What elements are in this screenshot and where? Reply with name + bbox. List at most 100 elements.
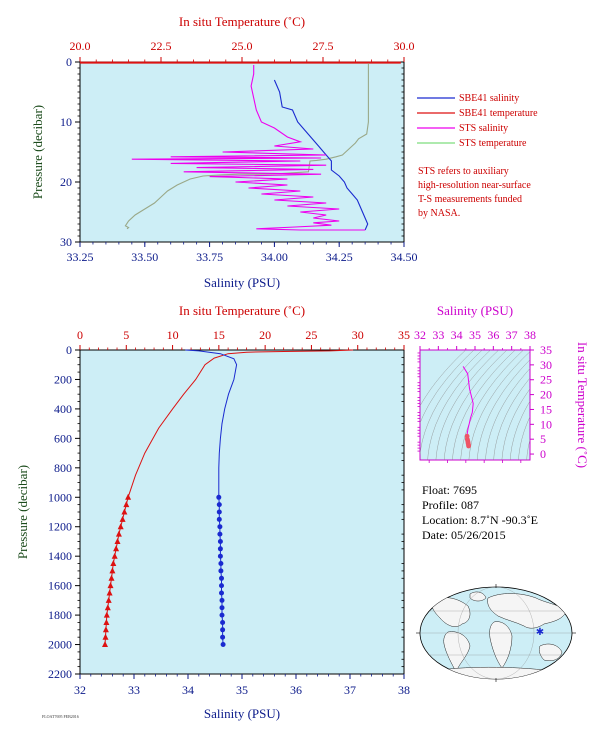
density-isoline (526, 438, 530, 460)
full-depth-pressure-tick-label: 1800 (48, 608, 72, 622)
near-surface-temp-axis-title: In situ Temperature (˚C) (179, 14, 305, 29)
temperature-point (104, 604, 111, 611)
full-depth-pressure-tick-label: 800 (54, 461, 72, 475)
salinity-point (216, 509, 222, 515)
map-land (431, 591, 567, 679)
legend-label-sts-temperature: STS temperature (459, 138, 527, 149)
full-depth-temp-tick-label: 10 (167, 328, 179, 342)
legend: SBE41 salinity SBE41 temperature STS sal… (417, 93, 538, 149)
temperature-point (125, 493, 132, 500)
density-isoline (485, 368, 530, 460)
sts-note-line-3: T-S measurements funded (418, 194, 522, 205)
full-depth-pressure-axis-title: Pressure (decibar) (15, 465, 30, 559)
temperature-point (102, 641, 108, 647)
near-surface-pressure-tick-label: 30 (60, 235, 72, 249)
full-depth-pressure-tick-label: 1600 (48, 579, 72, 593)
near-surface-chart: 20.0 22.5 25.0 27.5 30.0 33.25 33.50 33.75 34.00… (30, 14, 418, 290)
full-depth-ticks: 0 5 10 15 20 25 30 35 32 33 34 35 36 37 38 0 200 400 600 80… (48, 328, 410, 697)
temperature-point (123, 501, 130, 508)
salinity-point (216, 502, 222, 508)
ts-plot-area (419, 349, 531, 461)
full-depth-pressure-tick-label: 200 (54, 372, 72, 386)
density-isoline (460, 350, 524, 460)
profile-number: Profile: 087 (422, 498, 479, 512)
density-isoline (435, 350, 499, 460)
footer-label: FLOAT7695 FEB2016 (42, 714, 79, 719)
near-surface-temp-tick-label: 20.0 (70, 39, 91, 53)
ts-temp-tick-label: 20 (540, 388, 552, 402)
full-depth-temp-axis-title: In situ Temperature (˚C) (179, 303, 305, 318)
density-isoline (452, 350, 516, 460)
ts-sal-tick-label: 38 (524, 328, 536, 342)
density-isoline (493, 377, 530, 460)
density-isoline (420, 350, 475, 424)
salinity-point (219, 612, 225, 618)
salinity-profile-line (185, 349, 238, 645)
full-depth-series (102, 349, 354, 647)
series-sbe41-salinity (273, 79, 369, 231)
salinity-point (217, 546, 223, 552)
temperature-point (117, 523, 124, 530)
full-depth-plot-area (79, 349, 405, 675)
legend-label-sbe41-temperature: SBE41 temperature (459, 108, 538, 119)
near-surface-series (80, 61, 401, 231)
near-surface-sal-tick-label: 34.25 (326, 250, 353, 264)
full-depth-sal-tick-label: 38 (398, 683, 410, 697)
sts-note-line-4: by NASA. (418, 208, 460, 219)
world-map: ✱ (416, 584, 576, 682)
density-isoline (501, 388, 530, 460)
salinity-point (220, 627, 226, 633)
near-surface-sal-tick-label: 33.50 (131, 250, 158, 264)
ts-temp-tick-label: 0 (540, 447, 546, 461)
ts-sal-tick-label: 34 (451, 328, 463, 342)
series-sts-temperature (124, 63, 369, 230)
salinity-point (216, 494, 222, 500)
float-info: Float: 7695 Profile: 087 Location: 8.7˚N… (422, 483, 538, 542)
full-depth-sal-axis-title: Salinity (PSU) (204, 706, 280, 721)
near-surface-temp-tick-label: 30.0 (394, 39, 415, 53)
temperature-point (114, 538, 121, 544)
ts-temp-tick-label: 30 (540, 358, 552, 372)
near-surface-sal-axis-title: Salinity (PSU) (204, 275, 280, 290)
full-depth-sal-tick-label: 37 (344, 683, 356, 697)
density-isoline (427, 350, 491, 460)
salinity-point (217, 524, 223, 530)
near-surface-sal-tick-label: 34.50 (391, 250, 418, 264)
full-depth-pressure-tick-label: 600 (54, 431, 72, 445)
density-isoline (444, 350, 508, 460)
legend-label-sts-salinity: STS salinity (459, 123, 508, 134)
near-surface-pressure-tick-label: 10 (60, 115, 72, 129)
sts-note: STS refers to auxiliary high-resolution … (418, 166, 531, 219)
salinity-point (219, 597, 225, 603)
map-graticule (420, 587, 572, 679)
full-depth-sal-tick-label: 35 (236, 683, 248, 697)
density-isoline (510, 400, 530, 460)
temperature-point (119, 515, 126, 522)
full-depth-pressure-tick-label: 1200 (48, 520, 72, 534)
ts-point (466, 443, 471, 449)
ts-temp-axis-title: In situ Temperature (˚C) (575, 342, 590, 468)
salinity-point (218, 568, 224, 574)
density-isoline (477, 359, 530, 460)
full-depth-sal-tick-label: 32 (74, 683, 86, 697)
sts-note-line-1: STS refers to auxiliary (418, 166, 509, 177)
sts-note-line-2: high-resolution near-surface (418, 180, 531, 191)
temperature-point (115, 530, 122, 537)
full-depth-temp-tick-label: 25 (305, 328, 317, 342)
full-depth-chart: 0 5 10 15 20 25 30 35 32 33 34 35 36 37 38 0 200 400 600 80… (15, 303, 410, 721)
near-surface-pressure-tick-label: 20 (60, 175, 72, 189)
full-depth-pressure-tick-label: 2000 (48, 638, 72, 652)
near-surface-ticks: 20.0 22.5 25.0 27.5 30.0 33.25 33.50 33.75 34.00… (60, 39, 418, 264)
float-location-marker: ✱ (536, 627, 544, 638)
salinity-point (220, 634, 226, 640)
full-depth-sal-tick-label: 36 (290, 683, 302, 697)
salinity-point (217, 553, 223, 559)
near-surface-sal-tick-label: 34.00 (261, 250, 288, 264)
salinity-point (218, 561, 224, 566)
temperature-point (109, 567, 116, 574)
salinity-point (219, 583, 224, 589)
salinity-point (220, 642, 226, 647)
near-surface-temp-tick-label: 25.0 (232, 39, 253, 53)
full-depth-temp-tick-label: 15 (213, 328, 225, 342)
full-depth-pressure-tick-label: 1400 (48, 549, 72, 563)
